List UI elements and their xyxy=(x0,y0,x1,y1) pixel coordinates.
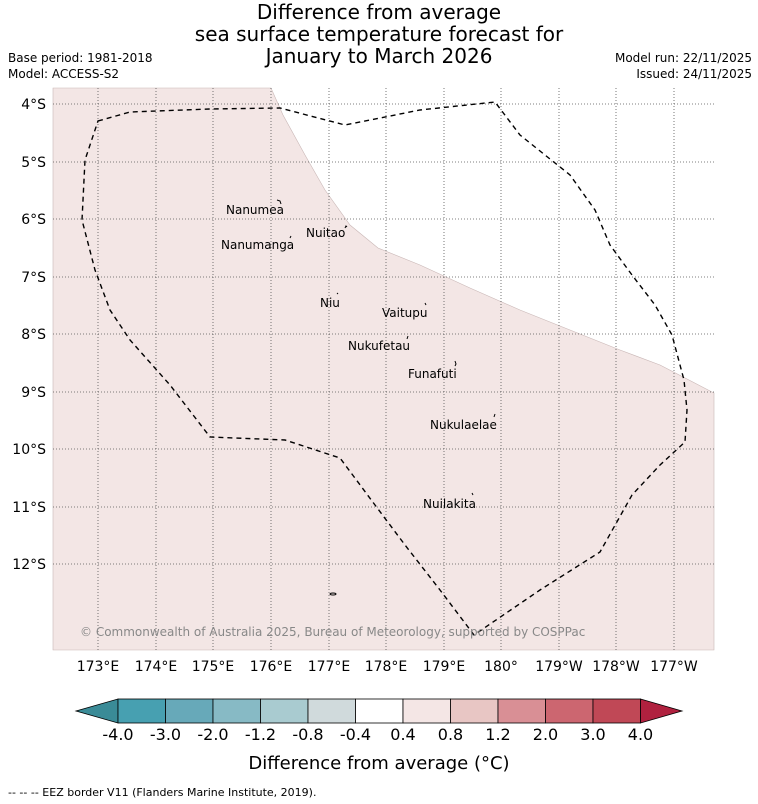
colorbar-tick-label: -0.4 xyxy=(340,725,371,744)
title-line-3: January to March 2026 xyxy=(265,44,493,68)
colorbar xyxy=(74,698,684,724)
model-run: Model run: 22/11/2025 xyxy=(614,51,752,65)
island-mark-niu xyxy=(336,292,339,295)
colorbar-title: Difference from average (°C) xyxy=(248,753,509,774)
island-label-niu: Niu xyxy=(320,296,340,310)
colorbar-segment xyxy=(497,698,546,724)
island-label-nuilakita: Nuilakita xyxy=(423,497,476,511)
colorbar-segment xyxy=(165,698,214,724)
colorbar-tick-label: 0.4 xyxy=(390,725,415,744)
lon-tick-label: 178°W xyxy=(592,659,640,675)
model-name: Model: ACCESS-S2 xyxy=(8,67,120,81)
island-label-nuitao: Nuitao xyxy=(306,226,345,240)
island-label-nanumea: Nanumea xyxy=(226,203,284,217)
eez-legend-note: -- -- -- EEZ border V11 (Flanders Marine… xyxy=(8,786,317,799)
title-line-1: Difference from average xyxy=(256,0,502,24)
lat-tick-label: 7°S xyxy=(21,270,46,286)
island-label-vaitupu: Vaitupu xyxy=(382,306,428,320)
island-label-funafuti: Funafuti xyxy=(408,367,457,381)
island-label-nanumanga: Nanumanga xyxy=(221,238,294,252)
island-mark-nanumanga xyxy=(289,235,292,239)
island-mark-nuilakita xyxy=(471,492,474,496)
colorbar-segment xyxy=(212,698,261,724)
lon-tick-label: 173°E xyxy=(77,659,120,675)
colorbar-segment xyxy=(450,698,499,724)
colorbar-segment xyxy=(402,698,451,724)
colorbar-tick-label: -0.8 xyxy=(292,725,323,744)
lat-tick-label: 12°S xyxy=(12,557,46,573)
lon-tick-label: 178°E xyxy=(365,659,408,675)
base-period: Base period: 1981-2018 xyxy=(8,51,153,65)
eez-border xyxy=(81,101,688,636)
lat-tick-label: 6°S xyxy=(21,212,46,228)
colorbar-tick-label: 0.8 xyxy=(438,725,463,744)
colorbar-tick-label: 3.0 xyxy=(580,725,605,744)
island-mark-reef xyxy=(329,592,337,596)
copyright-notice: © Commonwealth of Australia 2025, Bureau… xyxy=(80,625,585,639)
graticule xyxy=(53,88,714,650)
lat-tick-label: 4°S xyxy=(21,97,46,113)
island-mark-nuitao xyxy=(344,225,348,229)
lon-tick-label: 179°W xyxy=(535,659,583,675)
lon-tick-label: 176°E xyxy=(250,659,293,675)
colorbar-segment xyxy=(592,698,641,724)
colorbar-segment xyxy=(307,698,356,724)
lon-tick-label: 175°E xyxy=(192,659,235,675)
title-line-2: sea surface temperature forecast for xyxy=(194,22,564,46)
island-markers xyxy=(276,199,496,596)
anomaly-shading xyxy=(52,87,715,651)
lon-tick-label: 180° xyxy=(484,659,518,675)
colorbar-segment xyxy=(117,698,166,724)
colorbar-low-extension xyxy=(74,698,119,724)
colorbar-tick-label: -3.0 xyxy=(150,725,181,744)
colorbar-segment xyxy=(545,698,594,724)
lon-tick-label: 177°W xyxy=(650,659,698,675)
island-label-nukufetau: Nukufetau xyxy=(348,339,410,353)
colorbar-high-extension xyxy=(640,698,684,724)
lat-tick-label: 8°S xyxy=(21,327,46,343)
lon-tick-label: 179°E xyxy=(423,659,466,675)
island-mark-vaitupu xyxy=(424,302,427,306)
colorbar-tick-label: 2.0 xyxy=(533,725,558,744)
issued-date: Issued: 24/11/2025 xyxy=(636,67,752,81)
lat-tick-label: 9°S xyxy=(21,385,46,401)
colorbar-tick-label: -1.2 xyxy=(245,725,276,744)
colorbar-tick-label: -4.0 xyxy=(102,725,133,744)
lat-tick-label: 10°S xyxy=(12,442,46,458)
island-mark-nanumea xyxy=(276,199,282,205)
lat-tick-label: 11°S xyxy=(12,500,46,516)
colorbar-segment xyxy=(355,698,404,724)
lat-tick-label: 5°S xyxy=(21,155,46,171)
colorbar-tick-label: -2.0 xyxy=(197,725,228,744)
island-mark-nukulaelae xyxy=(493,413,496,418)
lon-tick-label: 174°E xyxy=(135,659,178,675)
colorbar-tick-label: 4.0 xyxy=(628,725,653,744)
colorbar-tick-label: 1.2 xyxy=(485,725,510,744)
island-mark-funafuti xyxy=(454,360,457,367)
island-mark-nukufetau xyxy=(406,335,409,340)
colorbar-segment xyxy=(260,698,309,724)
lon-tick-label: 177°E xyxy=(308,659,351,675)
island-label-nukulaelae: Nukulaelae xyxy=(430,418,497,432)
